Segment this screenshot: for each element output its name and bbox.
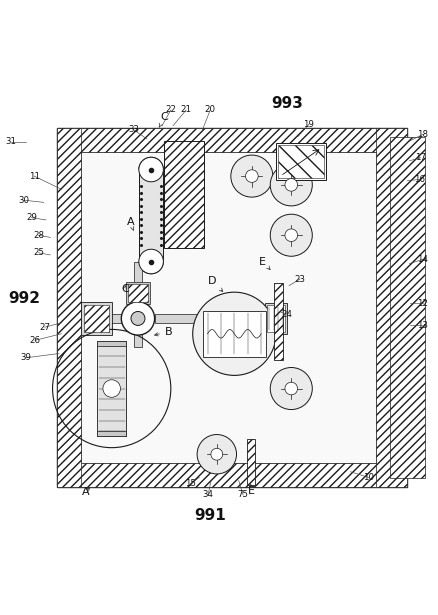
Text: 33: 33 [128,125,139,134]
Circle shape [103,380,120,397]
Bar [203,311,265,357]
Text: 28: 28 [33,231,44,240]
Text: 26: 26 [29,336,41,345]
Bar [278,145,324,178]
Text: 10: 10 [363,473,374,482]
Text: 25: 25 [33,248,44,257]
Text: 21: 21 [180,105,192,114]
Text: 23: 23 [294,274,306,284]
Text: 20: 20 [205,105,216,114]
Text: B: B [155,327,173,336]
Text: 993: 993 [271,97,303,111]
Bar [267,305,285,332]
Circle shape [285,178,297,191]
Text: 16: 16 [414,175,425,184]
Bar [57,128,81,487]
Bar [97,341,126,346]
Text: 27: 27 [39,323,50,331]
Circle shape [270,164,312,206]
Bar [57,463,407,487]
Bar [265,303,287,334]
Text: 24: 24 [281,309,293,319]
Bar [97,430,126,436]
Circle shape [211,448,223,460]
Circle shape [193,292,276,375]
Text: 19: 19 [304,120,314,129]
Text: 31: 31 [5,137,17,146]
Text: 39: 39 [20,354,31,362]
Bar [274,284,283,360]
Text: 22: 22 [165,105,177,114]
Circle shape [285,383,297,395]
Bar [126,282,150,304]
Bar [57,128,407,152]
Text: E: E [248,483,255,496]
Bar [247,439,255,485]
Text: 15: 15 [185,479,196,488]
Polygon shape [139,170,163,261]
Bar [376,128,407,487]
Text: 992: 992 [8,292,40,306]
Text: D: D [208,276,223,292]
Circle shape [139,157,163,182]
Text: A: A [127,217,134,230]
Text: 991: 991 [194,508,226,523]
Bar [128,284,148,302]
Bar [97,341,126,436]
Bar [134,261,142,302]
Bar [155,314,265,323]
Bar [276,143,326,180]
Bar [57,128,407,487]
Text: 14: 14 [417,255,428,264]
Text: 29: 29 [26,213,37,222]
Circle shape [121,302,155,335]
Bar [84,304,109,332]
Text: A: A [81,487,90,498]
Text: E: E [259,256,270,269]
Circle shape [246,170,258,183]
Circle shape [270,214,312,256]
Text: 12: 12 [417,299,428,308]
Bar [134,319,142,347]
Circle shape [139,249,163,274]
Circle shape [231,155,273,197]
Text: C: C [121,284,129,294]
Circle shape [131,311,145,325]
Bar [81,302,112,335]
Text: 18: 18 [417,130,428,139]
Text: 13: 13 [417,320,428,330]
Text: 30: 30 [18,196,30,205]
Text: 75: 75 [237,491,249,499]
Text: 11: 11 [28,172,40,181]
Circle shape [270,368,312,410]
Circle shape [285,229,297,242]
Bar [81,152,376,463]
Bar [164,141,204,248]
Circle shape [197,435,237,474]
Bar [81,314,121,323]
Text: 34: 34 [202,491,214,499]
Bar [390,137,425,478]
Text: 17: 17 [415,153,426,162]
Text: C: C [159,112,168,127]
